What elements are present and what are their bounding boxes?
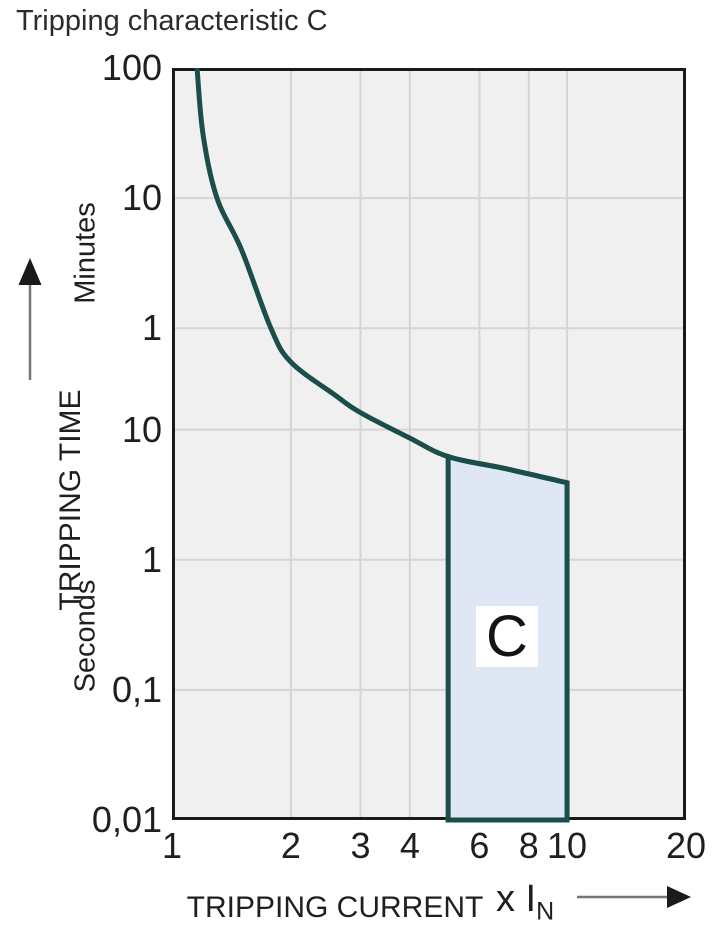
x-axis-arrow-head [667,886,691,908]
x-tick-label: 8 [518,825,539,866]
x-in-subscript: N [536,897,555,926]
plot-area [172,68,686,823]
y-axis-arrow-head [18,258,42,285]
plot-border [172,68,686,820]
y-tick-label: 1 [141,307,162,349]
plot-background [172,68,686,820]
x-tick-label: 6 [469,825,490,866]
y-tick-label: 10 [121,177,162,219]
x-tick-label: 3 [350,825,371,866]
tripping-curve [194,68,568,486]
x-tick-label: 10 [547,825,588,866]
x-tick-label: 4 [399,825,420,866]
x-axis-arrow-icon [577,886,691,908]
page-title: Tripping characteristic C [16,5,328,37]
x-in-text: x I [496,878,537,920]
y-tick-label: 1 [141,538,162,580]
x-tick-label: 2 [280,825,301,866]
region-label-box: C [476,604,538,669]
x-axis-label: TRIPPING CURRENT [186,891,484,924]
x-tick-label: 1 [161,825,183,866]
x-tick-label: 20 [665,825,707,866]
y-tick-label: 0,01 [91,799,162,840]
y-tick-label: 100 [101,47,162,88]
y-tick-label: 0,1 [111,668,162,710]
x-axis-unit: x IN [496,877,554,926]
y-tick-label: 10 [121,408,162,450]
region-label: C [486,604,528,669]
y-axis-arrow-icon [18,258,42,380]
